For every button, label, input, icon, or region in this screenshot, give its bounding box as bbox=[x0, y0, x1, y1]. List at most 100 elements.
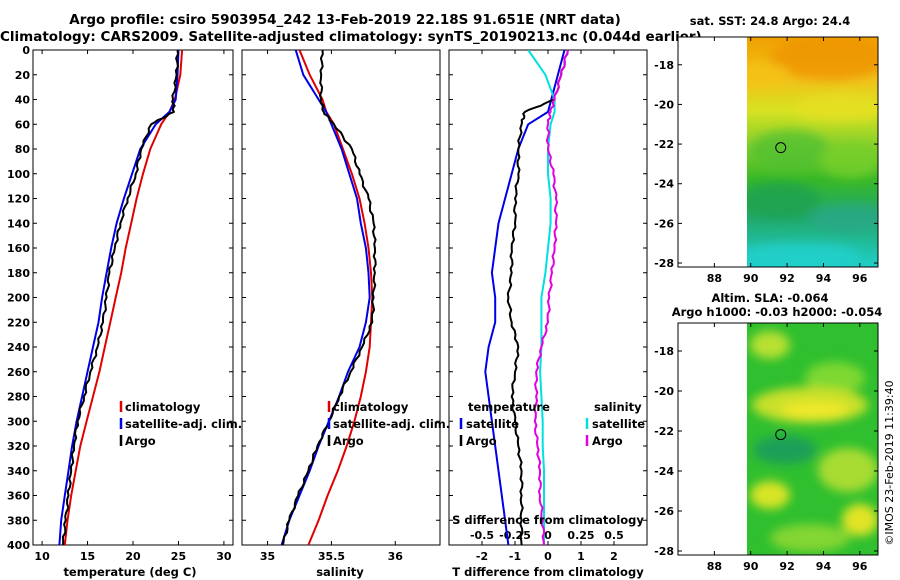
sla-patch bbox=[781, 401, 849, 419]
x-tick-label: 35 bbox=[260, 550, 275, 563]
map-lat-label: -20 bbox=[654, 385, 674, 398]
t-difference-axis-label: T difference from climatology bbox=[452, 565, 644, 579]
depth-tick-label: 320 bbox=[7, 440, 30, 453]
sla-map-frame bbox=[677, 322, 879, 556]
sla-patch bbox=[818, 448, 878, 492]
series-line-s-satellite bbox=[527, 50, 556, 545]
map-lon-label: 88 bbox=[707, 560, 722, 573]
temperature-plot-frame bbox=[32, 49, 234, 546]
depth-tick-label: 40 bbox=[15, 94, 31, 107]
difference-legend-temperature: temperature satellite Argo bbox=[459, 400, 550, 448]
x-tick-label: -2 bbox=[476, 550, 488, 563]
legend-satellite-adj-clim: satellite-adj. clim. bbox=[125, 417, 242, 431]
sla-map-subtitle: Argo h1000: -0.03 h2000: -0.054 bbox=[672, 305, 883, 319]
sst-argo-location-marker bbox=[775, 142, 787, 154]
x-tick-label: 1 bbox=[577, 550, 585, 563]
map-lat-label: -22 bbox=[654, 425, 674, 438]
map-lon-label: 96 bbox=[852, 272, 868, 285]
sst-patch bbox=[747, 182, 820, 218]
s-diff-tick-label: 0.5 bbox=[604, 529, 624, 542]
sst-patch bbox=[820, 142, 878, 178]
sla-map-title: Altim. SLA: -0.064 bbox=[711, 291, 828, 305]
difference-panel: -2 -1 0 1 2 -0.5 -0.25 0 0.25 0.5 temperature sa… bbox=[448, 49, 648, 579]
map-lat-label: -28 bbox=[654, 545, 674, 558]
map-lon-label: 92 bbox=[779, 560, 794, 573]
sla-field-patches bbox=[750, 331, 878, 552]
salinity-plot-frame bbox=[241, 49, 441, 546]
map-lat-label: -24 bbox=[654, 465, 674, 478]
sst-heatmap bbox=[747, 37, 878, 267]
depth-tick-label: 200 bbox=[7, 292, 30, 305]
sst-patch bbox=[750, 130, 830, 170]
sla-patch bbox=[750, 331, 790, 359]
depth-tick-label: 120 bbox=[7, 193, 30, 206]
sla-patch bbox=[753, 436, 817, 464]
map-lon-label: 94 bbox=[816, 560, 832, 573]
depth-tick-label: 400 bbox=[7, 539, 30, 552]
legend-argo: Argo bbox=[333, 434, 364, 448]
depth-tick-label: 240 bbox=[7, 341, 30, 354]
map-lat-label: -26 bbox=[654, 217, 674, 230]
depth-tick-label: 260 bbox=[7, 366, 30, 379]
sst-patch bbox=[810, 204, 878, 232]
salinity-axis-label: salinity bbox=[316, 565, 364, 579]
x-tick-label: -1 bbox=[509, 550, 521, 563]
map-lat-label: -18 bbox=[654, 59, 674, 72]
legend-s-satellite: satellite bbox=[592, 417, 645, 431]
depth-tick-label: 0 bbox=[22, 44, 30, 57]
depth-tick-label: 300 bbox=[7, 415, 30, 428]
legend-argo: Argo bbox=[125, 434, 156, 448]
depth-tick-label: 100 bbox=[7, 168, 30, 181]
s-diff-tick-label: -0.25 bbox=[499, 529, 531, 542]
series-line-t-argo bbox=[506, 50, 569, 545]
map-lon-label: 90 bbox=[743, 560, 759, 573]
t-difference-x-axis: -2 -1 0 1 2 bbox=[476, 50, 618, 563]
depth-tick-label: 340 bbox=[7, 465, 30, 478]
legend-satellite-adj-clim: satellite-adj. clim. bbox=[333, 417, 450, 431]
s-difference-axis-label: S difference from climatology bbox=[452, 513, 644, 527]
map-lon-label: 94 bbox=[816, 272, 832, 285]
temperature-panel: 0 20 40 60 80 100 120 140 160 180 200 220 240 260 280 3… bbox=[7, 44, 242, 579]
depth-tick-label: 180 bbox=[7, 267, 30, 280]
sla-argo-location-marker bbox=[775, 429, 787, 441]
figure-title-line-2: Climatology: CARS2009. Satellite-adjuste… bbox=[0, 29, 702, 45]
x-tick-label: 20 bbox=[125, 550, 141, 563]
map-lat-label: -20 bbox=[654, 98, 674, 111]
legend-temperature-title: temperature bbox=[468, 400, 550, 414]
imos-credit: ©IMOS 23-Feb-2019 11:39:40 bbox=[883, 380, 896, 545]
x-tick-label: 35.5 bbox=[318, 550, 345, 563]
depth-tick-label: 60 bbox=[15, 118, 31, 131]
sst-map-axes: 88 90 92 94 96 -18 -20 -22 -24 -26 -28 bbox=[654, 37, 878, 285]
sst-field-patches bbox=[747, 37, 878, 267]
sla-patch bbox=[842, 504, 878, 536]
map-lat-label: -24 bbox=[654, 178, 674, 191]
depth-tick-label: 380 bbox=[7, 514, 30, 527]
x-tick-label: 0 bbox=[544, 550, 552, 563]
series-line-t-satellite bbox=[484, 50, 566, 545]
sla-patch bbox=[770, 524, 850, 552]
temperature-axis-label: temperature (deg C) bbox=[63, 565, 196, 579]
s-diff-tick-label: -0.5 bbox=[470, 529, 494, 542]
legend-t-satellite: satellite bbox=[466, 417, 519, 431]
map-lon-label: 92 bbox=[779, 272, 794, 285]
map-lat-label: -18 bbox=[654, 345, 674, 358]
legend-salinity-title: salinity bbox=[594, 400, 642, 414]
map-lon-label: 88 bbox=[707, 272, 722, 285]
depth-tick-label: 160 bbox=[7, 242, 30, 255]
temperature-legend: climatology satellite-adj. clim. Argo bbox=[119, 400, 242, 448]
depth-tick-label: 360 bbox=[7, 490, 30, 503]
depth-axis: 0 20 40 60 80 100 120 140 160 180 200 220 240 260 280 3… bbox=[7, 44, 233, 552]
legend-climatology: climatology bbox=[125, 400, 201, 414]
difference-legend-salinity: salinity satellite Argo bbox=[585, 400, 645, 448]
map-lat-label: -26 bbox=[654, 505, 674, 518]
depth-tick-label: 280 bbox=[7, 391, 30, 404]
s-diff-tick-label: 0 bbox=[544, 529, 552, 542]
map-lat-label: -22 bbox=[654, 138, 674, 151]
x-tick-label: 36 bbox=[388, 550, 404, 563]
depth-tick-label: 220 bbox=[7, 316, 30, 329]
series-line-argo bbox=[281, 50, 377, 545]
figure-title-line-1: Argo profile: csiro 5903954_242 13-Feb-2… bbox=[69, 12, 621, 28]
sst-patch bbox=[770, 37, 878, 80]
sla-heatmap bbox=[747, 323, 878, 555]
